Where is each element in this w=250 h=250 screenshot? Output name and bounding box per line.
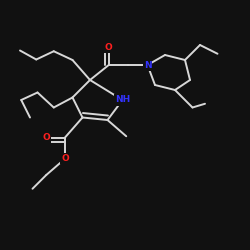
Text: O: O xyxy=(42,133,50,142)
Text: NH: NH xyxy=(115,96,130,104)
Text: O: O xyxy=(105,43,112,52)
Text: O: O xyxy=(61,154,69,163)
Text: N: N xyxy=(144,60,151,70)
